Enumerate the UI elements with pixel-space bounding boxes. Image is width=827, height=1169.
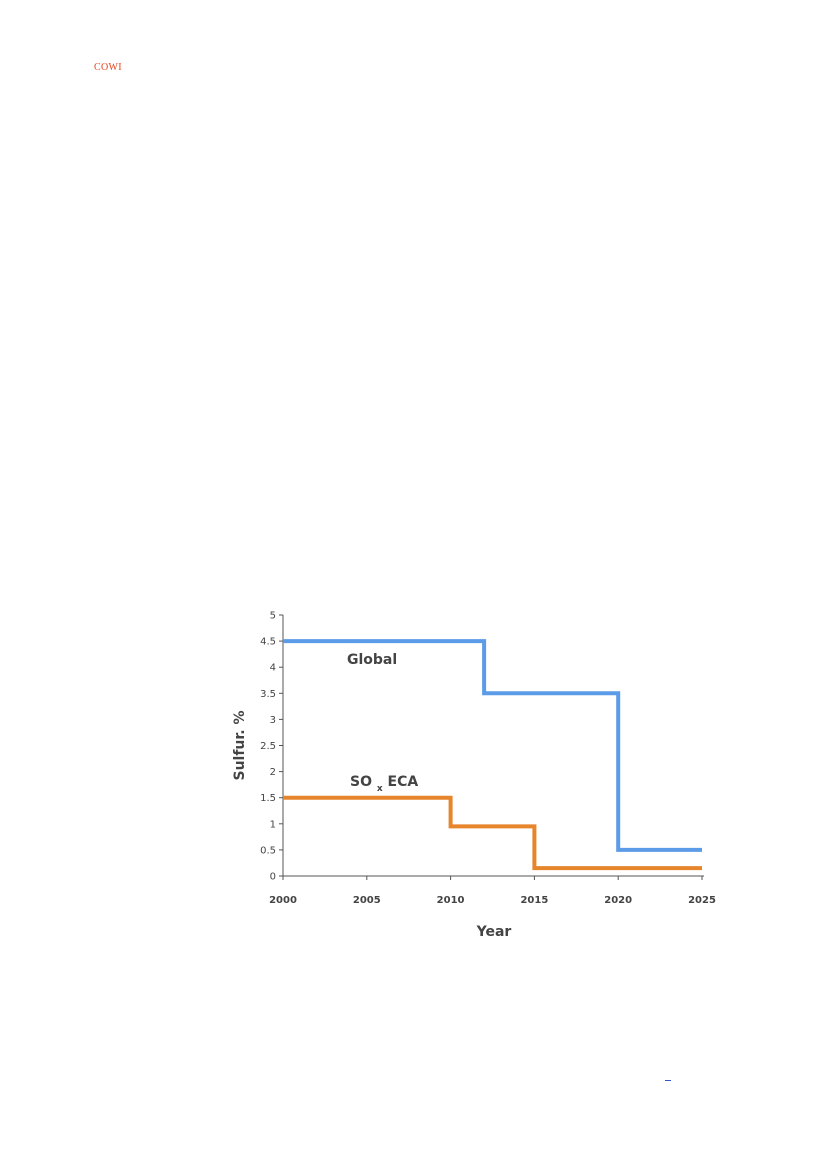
series-label-sox-eca-rest: ECA: [388, 774, 419, 790]
company-logo: COWI: [94, 62, 122, 73]
series-label-global: Global: [347, 652, 397, 668]
x-tick-label: 2020: [604, 895, 632, 906]
series-label-sox-eca-sub: x: [377, 784, 383, 794]
series-line-sox-eca: [283, 795, 702, 871]
x-tick-label: 2000: [269, 895, 297, 906]
y-tick-label: 0.5: [260, 845, 276, 856]
sulfur-limit-chart: 00.511.522.533.544.55 2000 2005 2010 2015 20…: [232, 611, 716, 941]
y-tick-label: 2.5: [260, 741, 276, 752]
x-tick-label: 2025: [688, 895, 716, 906]
x-tick-label: 2015: [520, 895, 548, 906]
y-tick-label: 1: [270, 819, 276, 830]
x-tick-label: 2005: [353, 895, 381, 906]
y-axis-title: Sulfur. %: [232, 710, 248, 780]
chart-series: [283, 639, 702, 871]
y-tick-label: 4.5: [260, 637, 276, 648]
y-tick-label: 2: [270, 767, 276, 778]
y-axis-ticks: 0 0.5 1 1.5 2 2.5 3 3.5 4 4.5 5: [260, 611, 283, 883]
y-tick-label: 3: [270, 715, 276, 726]
y-tick-label: 4: [270, 663, 276, 674]
y-tick-label: 1.5: [260, 793, 276, 804]
x-axis-ticks: 2000 2005 2010 2015 2020 2025: [269, 876, 716, 906]
series-label-sox-eca-main: SO: [350, 774, 372, 790]
x-axis-title: Year: [476, 924, 512, 940]
footnote-mark: [665, 1080, 671, 1081]
y-tick-label: 5: [270, 611, 276, 622]
y-tick-label: 3.5: [260, 689, 276, 700]
y-tick-label: 0: [270, 872, 276, 883]
x-tick-label: 2010: [437, 895, 465, 906]
series-line-global: [283, 639, 702, 852]
series-label-sox-eca: SO x ECA: [350, 774, 418, 795]
